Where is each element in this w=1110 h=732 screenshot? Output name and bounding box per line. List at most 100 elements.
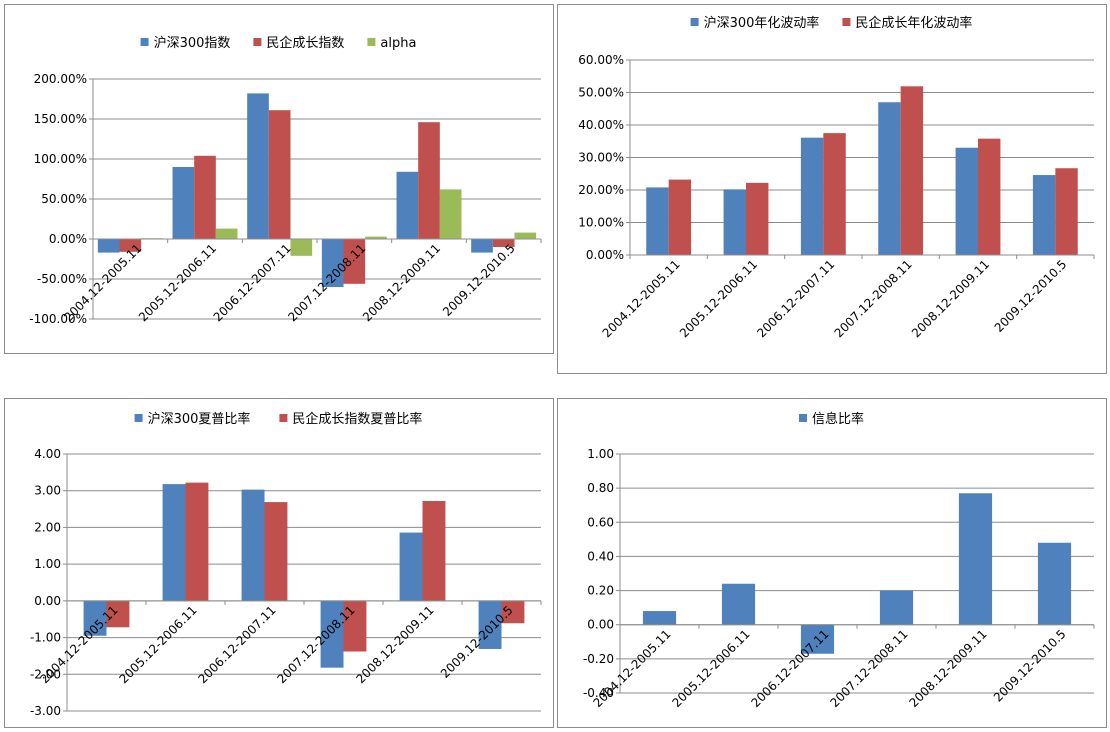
y-tick-label: -1.00 bbox=[30, 631, 61, 645]
bar-series1 bbox=[172, 167, 195, 239]
legend-swatch bbox=[799, 414, 807, 422]
x-category-label: 2004.12-2005.11 bbox=[600, 257, 683, 340]
legend-swatch bbox=[842, 18, 851, 26]
y-tick-label: 3.00 bbox=[34, 484, 61, 498]
bar-series1 bbox=[97, 239, 120, 253]
y-tick-label: -0.40 bbox=[583, 686, 614, 700]
bar-series2 bbox=[668, 179, 692, 255]
bar-series2 bbox=[264, 502, 288, 601]
legend-swatch bbox=[134, 414, 143, 422]
y-tick-label: 4.00 bbox=[34, 447, 61, 461]
bar-series2 bbox=[194, 155, 216, 239]
bar-series2 bbox=[106, 600, 130, 628]
x-category-label: 2005.12-2006.11 bbox=[669, 627, 752, 710]
x-category-label: 2007.12-2008.11 bbox=[832, 257, 915, 340]
x-category-label: 2008.12-2009.11 bbox=[360, 241, 443, 324]
x-category-label: 2005.12-2006.11 bbox=[677, 257, 760, 340]
y-tick-label: 30.00% bbox=[578, 151, 624, 165]
bar-series2 bbox=[418, 122, 440, 239]
legend-label: 民企成长年化波动率 bbox=[855, 15, 972, 31]
bar-series2 bbox=[900, 86, 924, 255]
bar-series1 bbox=[958, 493, 993, 625]
returns-chart-panel: -100.00% -50.00% 0.00% 50.00% 100.00% 150.00%… bbox=[4, 4, 554, 354]
y-tick-label: 0.80 bbox=[587, 481, 614, 495]
y-tick-label: -100.00% bbox=[29, 312, 87, 326]
x-category-label: 2006.12-2007.11 bbox=[754, 257, 837, 340]
bar-series1 bbox=[399, 532, 423, 601]
y-tick-label: -0.20 bbox=[583, 652, 614, 666]
x-category-label: 2008.12-2009.11 bbox=[906, 627, 989, 710]
bar-series2 bbox=[343, 600, 367, 652]
volatility-chart-panel: 0.00% 10.00% 20.00% 30.00% 40.00% 50.00% 60.00… bbox=[557, 4, 1107, 374]
x-category-label: 2007.12-2008.11 bbox=[827, 627, 910, 710]
legend-label: 沪深300指数 bbox=[154, 35, 231, 51]
returns-chart: -100.00% -50.00% 0.00% 50.00% 100.00% 150.00%… bbox=[29, 35, 542, 326]
x-category-label: 2006.12-2007.11 bbox=[748, 627, 831, 710]
bar-series2 bbox=[1055, 168, 1078, 255]
bar-series2 bbox=[268, 110, 291, 239]
y-tick-label: 1.00 bbox=[587, 447, 614, 461]
legend-label: 沪深300年化波动率 bbox=[704, 15, 820, 31]
legend-swatch bbox=[690, 18, 699, 26]
y-tick-label: 20.00% bbox=[578, 183, 624, 197]
bar-series2 bbox=[823, 133, 846, 255]
bar-series2 bbox=[501, 600, 525, 624]
legend-label: 沪深300夏普比率 bbox=[148, 411, 251, 427]
x-category-label: 2006.12-2007.11 bbox=[195, 603, 278, 686]
sharpe-chart: -3.00 -2.00 -1.00 0.00 1.00 2.00 3.00 4.00 2004.… bbox=[30, 411, 542, 718]
y-tick-label: 50.00% bbox=[41, 192, 87, 206]
bar-series2 bbox=[422, 500, 446, 601]
y-tick-label: 100.00% bbox=[34, 152, 87, 166]
bar-series1 bbox=[321, 239, 344, 287]
bar-series1 bbox=[471, 239, 493, 253]
y-tick-label: 10.00% bbox=[578, 216, 624, 230]
y-tick-label: 40.00% bbox=[578, 118, 624, 132]
y-tick-label: 1.00 bbox=[34, 557, 61, 571]
bar-series1 bbox=[320, 600, 344, 668]
bar-series1 bbox=[83, 600, 107, 636]
y-tick-label: 0.00 bbox=[34, 594, 61, 608]
bar-series1 bbox=[247, 93, 269, 240]
x-category-label: 2004.12-2005.11 bbox=[590, 627, 673, 710]
y-tick-label: -50.00% bbox=[37, 272, 87, 286]
bar-series1 bbox=[879, 590, 914, 625]
y-tick-label: 0.00% bbox=[49, 232, 87, 246]
x-category-label: 2008.12-2009.11 bbox=[909, 257, 992, 340]
y-tick-label: 2.00 bbox=[34, 520, 61, 534]
bar-series2 bbox=[746, 182, 769, 255]
bar-series1 bbox=[478, 600, 502, 649]
legend-label: 信息比率 bbox=[812, 411, 864, 427]
bar-series1 bbox=[800, 137, 824, 255]
information-ratio-chart: -0.40 -0.20 0.00 0.20 0.40 0.60 0.80 1.00 2004.1… bbox=[583, 411, 1095, 710]
y-tick-label: 0.60 bbox=[587, 515, 614, 529]
information-ratio-chart-panel: -0.40 -0.20 0.00 0.20 0.40 0.60 0.80 1.00 2004.1… bbox=[557, 398, 1107, 728]
bar-series1 bbox=[723, 189, 746, 255]
legend-swatch bbox=[253, 38, 262, 46]
y-tick-label: 50.00% bbox=[578, 86, 624, 100]
bar-series3 bbox=[365, 236, 387, 239]
bar-series3 bbox=[514, 232, 537, 239]
bar-series1 bbox=[646, 187, 669, 255]
y-tick-label: 0.20 bbox=[587, 584, 614, 598]
bar-series1 bbox=[800, 624, 835, 654]
bar-series1 bbox=[162, 484, 186, 601]
y-tick-label: -3.00 bbox=[30, 704, 61, 718]
x-category-label: 2004.12-2005.11 bbox=[37, 603, 120, 686]
volatility-chart: 0.00% 10.00% 20.00% 30.00% 40.00% 50.00% 60.00… bbox=[578, 15, 1095, 340]
bar-series2 bbox=[978, 138, 1001, 255]
legend-label: 民企成长指数 bbox=[266, 35, 344, 51]
bar-series1 bbox=[721, 583, 756, 625]
bar-series2 bbox=[343, 239, 366, 284]
y-tick-label: 200.00% bbox=[34, 72, 87, 86]
y-tick-label: 150.00% bbox=[34, 112, 87, 126]
bar-series1 bbox=[241, 489, 265, 601]
bar-series1 bbox=[396, 171, 419, 239]
y-tick-label: 0.00% bbox=[586, 248, 624, 262]
bar-series1 bbox=[878, 102, 901, 255]
y-tick-label: 0.00 bbox=[587, 618, 614, 632]
bar-series2 bbox=[119, 239, 142, 252]
bar-series1 bbox=[642, 611, 677, 625]
y-tick-label: -2.00 bbox=[30, 667, 61, 681]
x-category-label: 2005.12-2006.11 bbox=[136, 241, 219, 324]
x-category-label: 2009.12-2010.5 bbox=[438, 603, 516, 681]
